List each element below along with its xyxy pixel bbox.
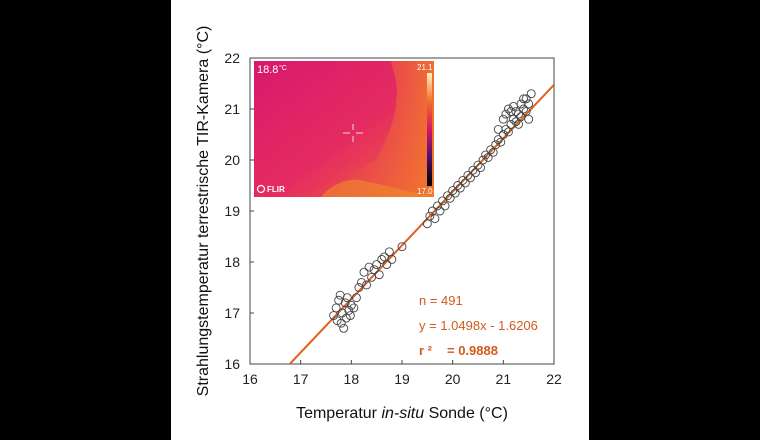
thermal-temp-unit: °C xyxy=(279,64,287,72)
data-point xyxy=(377,255,387,264)
data-point xyxy=(422,219,432,229)
data-point xyxy=(372,260,382,269)
data-point xyxy=(349,303,359,313)
data-point xyxy=(387,255,397,264)
stat-r2-label: r ² xyxy=(419,343,433,358)
data-point xyxy=(498,114,508,124)
stat-equation: y = 1.0498x - 1.6206 xyxy=(419,318,538,333)
y-tick-label: 18 xyxy=(224,254,240,270)
data-point xyxy=(425,211,435,221)
y-tick-label: 20 xyxy=(224,152,240,168)
data-point xyxy=(501,109,511,119)
x-tick-label: 19 xyxy=(394,371,410,387)
x-tick-label: 17 xyxy=(293,371,309,387)
thermal-image-inset: 18.8 °C 21.1 17.0 FLIR xyxy=(254,61,434,197)
data-point xyxy=(506,119,516,129)
y-axis-title: Strahlungstemperatur terrestrische TIR-K… xyxy=(195,26,212,397)
stat-n: n = 491 xyxy=(419,293,463,308)
chart-panel: 18.8 °C 21.1 17.0 FLIR 16 17 18 19 20 21 22 16 1… xyxy=(171,0,589,440)
x-tick-label: 22 xyxy=(546,371,562,387)
y-tick-label: 21 xyxy=(224,101,240,117)
data-point xyxy=(369,265,379,275)
flir-logo: FLIR xyxy=(256,184,285,194)
data-point xyxy=(359,267,369,277)
data-point xyxy=(511,107,521,117)
stat-r2-value: = 0.9888 xyxy=(447,343,498,358)
data-point xyxy=(374,270,384,280)
data-point xyxy=(491,140,501,150)
x-tick-label: 20 xyxy=(445,371,461,387)
data-point xyxy=(516,99,526,109)
data-point xyxy=(340,298,350,308)
data-point xyxy=(506,107,516,117)
thermal-temp-readout: 18.8 xyxy=(257,64,278,76)
x-tick-label: 16 xyxy=(242,371,258,387)
data-point xyxy=(364,262,374,272)
y-tick-label: 17 xyxy=(224,305,240,321)
data-point xyxy=(478,155,488,165)
data-point xyxy=(524,99,534,109)
data-point xyxy=(346,300,356,310)
y-tick-label: 19 xyxy=(224,203,240,219)
data-point xyxy=(509,101,518,111)
data-point xyxy=(521,94,531,104)
axis-ticks: 16 17 18 19 20 21 22 16 17 18 19 20 21 22 xyxy=(224,50,562,387)
data-point xyxy=(334,295,344,305)
data-point xyxy=(357,277,366,287)
data-point xyxy=(344,306,354,315)
data-point xyxy=(339,323,349,333)
data-point xyxy=(524,114,534,124)
y-tick-label: 16 xyxy=(224,356,240,372)
data-point xyxy=(351,293,361,303)
thermal-color-scale xyxy=(427,73,432,186)
data-point xyxy=(519,94,529,104)
data-point xyxy=(526,89,536,99)
data-point xyxy=(440,201,450,211)
data-point xyxy=(493,124,503,134)
x-axis-title: Temperatur in-situ Sonde (°C) xyxy=(296,405,508,422)
y-tick-label: 22 xyxy=(224,50,240,66)
data-point xyxy=(345,311,355,320)
data-point xyxy=(493,135,503,145)
scatter-chart: 18.8 °C 21.1 17.0 FLIR 16 17 18 19 20 21 22161… xyxy=(195,26,562,422)
data-point xyxy=(384,247,394,257)
data-point xyxy=(435,206,445,216)
thermal-scale-min: 17.0 xyxy=(417,187,433,196)
data-points xyxy=(329,89,536,333)
svg-text:FLIR: FLIR xyxy=(267,185,285,194)
thermal-scale-max: 21.1 xyxy=(417,63,433,72)
crosshair-icon xyxy=(343,124,363,142)
data-point xyxy=(336,318,346,328)
x-tick-label: 18 xyxy=(344,371,360,387)
data-point xyxy=(430,214,440,224)
data-point xyxy=(473,160,483,170)
data-point xyxy=(362,280,371,290)
data-point xyxy=(397,242,407,252)
x-tick-label: 21 xyxy=(496,371,512,387)
data-point xyxy=(342,293,352,303)
data-point xyxy=(514,119,523,129)
data-point xyxy=(486,145,496,155)
data-point xyxy=(498,130,508,139)
data-point xyxy=(382,260,392,269)
